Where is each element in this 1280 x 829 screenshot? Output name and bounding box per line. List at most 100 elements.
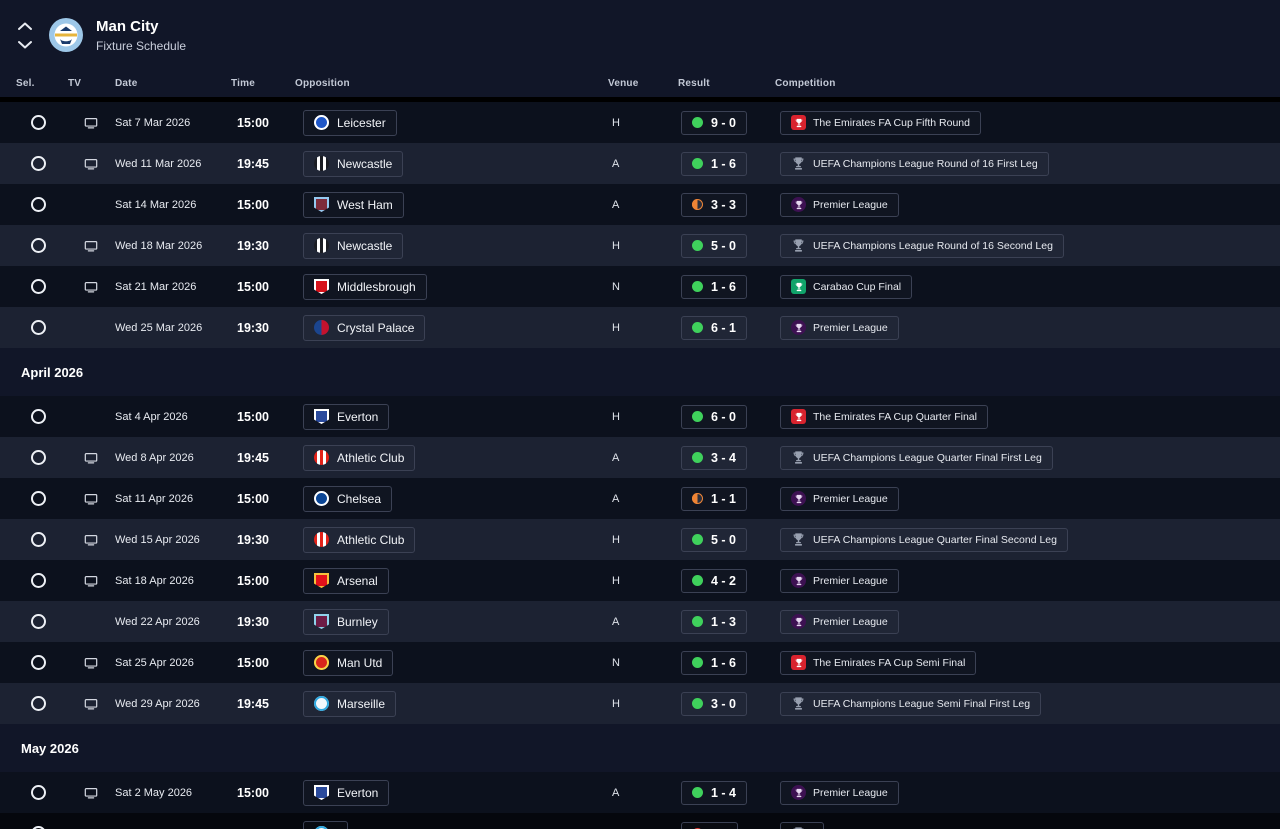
opposition-chip[interactable]: Crystal Palace bbox=[303, 314, 426, 341]
select-radio[interactable] bbox=[30, 614, 46, 629]
competition-chip[interactable]: The Emirates FA Cup Fifth Round bbox=[780, 110, 981, 135]
select-radio[interactable] bbox=[30, 785, 46, 800]
result-chip[interactable]: 4 - 2 bbox=[681, 568, 748, 593]
column-header-opposition[interactable]: Opposition bbox=[295, 78, 350, 89]
result-chip[interactable]: 5 - 0 bbox=[681, 233, 748, 258]
opposition-chip[interactable]: Athletic Club bbox=[303, 526, 416, 553]
competition-chip[interactable] bbox=[780, 821, 824, 829]
result-chip[interactable]: 1 - 3 bbox=[681, 609, 748, 634]
result-chip[interactable]: 3 - 0 bbox=[681, 691, 748, 716]
select-radio[interactable] bbox=[30, 320, 46, 335]
select-radio[interactable] bbox=[30, 279, 46, 294]
result-chip[interactable]: 6 - 0 bbox=[681, 404, 748, 429]
result-chip[interactable]: 9 - 0 bbox=[681, 110, 748, 135]
team-badge-icon bbox=[314, 785, 329, 800]
competition-chip[interactable]: Premier League bbox=[780, 315, 899, 340]
fixture-row[interactable]: Wed 11 Mar 2026 19:45 Newcastle A 1 - 6 … bbox=[0, 143, 1280, 184]
opposition-chip[interactable]: Everton bbox=[303, 403, 390, 430]
fixture-row[interactable]: Wed 22 Apr 2026 19:30 Burnley A 1 - 3 Pr… bbox=[0, 601, 1280, 642]
fixture-row[interactable] bbox=[0, 813, 1280, 829]
opposition-chip[interactable] bbox=[303, 820, 348, 829]
opposition-chip[interactable]: Athletic Club bbox=[303, 444, 416, 471]
venue-indicator: H bbox=[612, 574, 620, 587]
fixture-row[interactable]: Wed 29 Apr 2026 19:45 Marseille H 3 - 0 … bbox=[0, 683, 1280, 724]
opposition-chip[interactable]: Newcastle bbox=[303, 150, 404, 177]
result-score: 3 - 0 bbox=[711, 696, 737, 711]
select-radio[interactable] bbox=[30, 409, 46, 424]
chevron-up-icon[interactable] bbox=[14, 19, 36, 33]
result-chip[interactable]: 3 - 4 bbox=[681, 445, 748, 470]
fixture-row[interactable]: Wed 18 Mar 2026 19:30 Newcastle H 5 - 0 … bbox=[0, 225, 1280, 266]
fixture-row[interactable]: Wed 25 Mar 2026 19:30 Crystal Palace H 6… bbox=[0, 307, 1280, 348]
opposition-chip[interactable]: Middlesbrough bbox=[303, 273, 427, 300]
opposition-name: Athletic Club bbox=[337, 532, 405, 547]
opposition-chip[interactable]: Newcastle bbox=[303, 232, 404, 259]
opposition-chip[interactable]: West Ham bbox=[303, 191, 404, 218]
column-header-competition[interactable]: Competition bbox=[775, 78, 836, 89]
result-chip[interactable]: 1 - 6 bbox=[681, 274, 748, 299]
select-radio[interactable] bbox=[30, 532, 46, 547]
competition-name: Premier League bbox=[813, 574, 888, 587]
result-chip[interactable]: 1 - 6 bbox=[681, 650, 748, 675]
fixture-row[interactable]: Sat 21 Mar 2026 15:00 Middlesbrough N 1 … bbox=[0, 266, 1280, 307]
column-header-time[interactable]: Time bbox=[231, 78, 255, 89]
column-header-result[interactable]: Result bbox=[678, 78, 710, 89]
opposition-chip[interactable]: Marseille bbox=[303, 690, 397, 717]
team-badge-icon bbox=[314, 279, 329, 294]
select-radio[interactable] bbox=[30, 156, 46, 171]
column-header-sel[interactable]: Sel. bbox=[16, 78, 35, 89]
opposition-name: Middlesbrough bbox=[337, 279, 416, 294]
opposition-chip[interactable]: Man Utd bbox=[303, 649, 394, 676]
result-chip[interactable]: 1 - 6 bbox=[681, 151, 748, 176]
competition-chip[interactable]: Premier League bbox=[780, 780, 899, 805]
fixture-row[interactable]: Sat 7 Mar 2026 15:00 Leicester H 9 - 0 T… bbox=[0, 102, 1280, 143]
competition-chip[interactable]: Premier League bbox=[780, 568, 899, 593]
result-chip[interactable]: 1 - 4 bbox=[681, 780, 748, 805]
fixture-row[interactable]: Sat 4 Apr 2026 15:00 Everton H 6 - 0 The… bbox=[0, 396, 1280, 437]
result-chip[interactable]: 1 - 1 bbox=[681, 486, 748, 511]
section-header: May 2026 bbox=[0, 724, 1280, 772]
result-score: 1 - 6 bbox=[711, 279, 737, 294]
result-chip[interactable]: 6 - 1 bbox=[681, 315, 748, 340]
result-chip[interactable]: 5 - 0 bbox=[681, 527, 748, 552]
select-radio[interactable] bbox=[30, 696, 46, 711]
select-radio[interactable] bbox=[30, 491, 46, 506]
select-radio[interactable] bbox=[30, 450, 46, 465]
column-header-date[interactable]: Date bbox=[115, 78, 138, 89]
competition-chip[interactable]: UEFA Champions League Quarter Final Seco… bbox=[780, 527, 1068, 552]
opposition-chip[interactable]: Leicester bbox=[303, 109, 397, 136]
select-radio[interactable] bbox=[30, 573, 46, 588]
select-radio[interactable] bbox=[30, 197, 46, 212]
opposition-chip[interactable]: Everton bbox=[303, 779, 390, 806]
opposition-chip[interactable]: Burnley bbox=[303, 608, 389, 635]
competition-chip[interactable]: UEFA Champions League Quarter Final Firs… bbox=[780, 445, 1053, 470]
fixture-row[interactable]: Sat 11 Apr 2026 15:00 Chelsea A 1 - 1 Pr… bbox=[0, 478, 1280, 519]
competition-chip[interactable]: The Emirates FA Cup Quarter Final bbox=[780, 404, 988, 429]
select-radio[interactable] bbox=[30, 238, 46, 253]
select-radio[interactable] bbox=[30, 115, 46, 130]
competition-chip[interactable]: Carabao Cup Final bbox=[780, 274, 913, 299]
fixture-time: 15:00 bbox=[237, 785, 269, 800]
competition-chip[interactable]: Premier League bbox=[780, 609, 899, 634]
column-header-tv[interactable]: TV bbox=[68, 78, 82, 89]
result-chip[interactable] bbox=[681, 821, 738, 829]
competition-chip[interactable]: UEFA Champions League Round of 16 Second… bbox=[780, 233, 1064, 258]
fixture-row[interactable]: Sat 14 Mar 2026 15:00 West Ham A 3 - 3 P… bbox=[0, 184, 1280, 225]
fixture-row[interactable]: Sat 2 May 2026 15:00 Everton A 1 - 4 Pre… bbox=[0, 772, 1280, 813]
opposition-chip[interactable]: Chelsea bbox=[303, 485, 393, 512]
fixture-row[interactable]: Wed 15 Apr 2026 19:30 Athletic Club H 5 … bbox=[0, 519, 1280, 560]
competition-chip[interactable]: Premier League bbox=[780, 486, 899, 511]
column-header-venue[interactable]: Venue bbox=[608, 78, 639, 89]
competition-chip[interactable]: Premier League bbox=[780, 192, 899, 217]
result-chip[interactable]: 3 - 3 bbox=[681, 192, 748, 217]
fixture-row[interactable]: Sat 25 Apr 2026 15:00 Man Utd N 1 - 6 Th… bbox=[0, 642, 1280, 683]
select-radio[interactable] bbox=[30, 655, 46, 670]
opposition-chip[interactable]: Arsenal bbox=[303, 567, 389, 594]
competition-chip[interactable]: UEFA Champions League Semi Final First L… bbox=[780, 691, 1042, 716]
fixture-row[interactable]: Wed 8 Apr 2026 19:45 Athletic Club A 3 -… bbox=[0, 437, 1280, 478]
fixture-row[interactable]: Sat 18 Apr 2026 15:00 Arsenal H 4 - 2 Pr… bbox=[0, 560, 1280, 601]
fixture-date: Sat 11 Apr 2026 bbox=[115, 492, 194, 505]
competition-chip[interactable]: The Emirates FA Cup Semi Final bbox=[780, 650, 977, 675]
chevron-down-icon[interactable] bbox=[14, 37, 36, 51]
competition-chip[interactable]: UEFA Champions League Round of 16 First … bbox=[780, 151, 1049, 176]
